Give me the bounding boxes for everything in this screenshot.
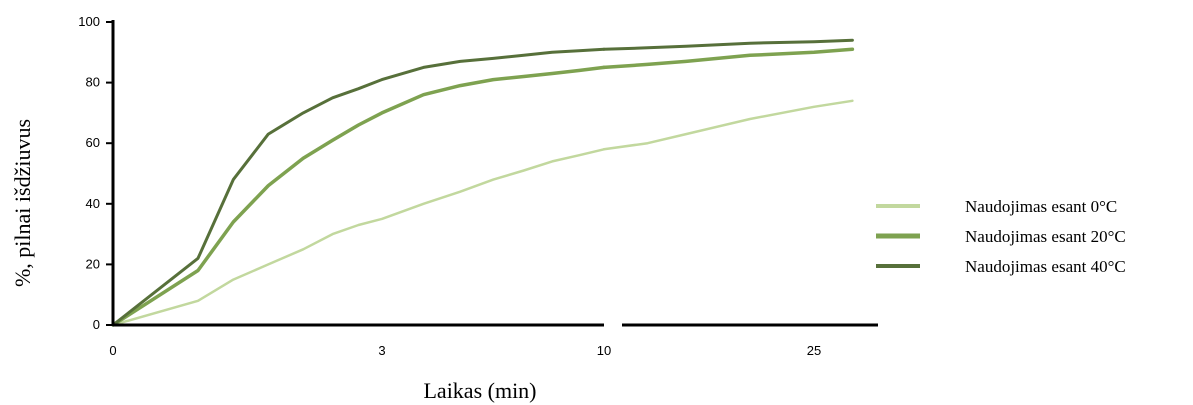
axes [106,20,878,327]
legend-label-1: Naudojimas esant 0°C [965,197,1117,216]
series-1-line-b [602,99,854,151]
series-3-line-a [111,47,606,327]
y-tick-label-60: 60 [86,135,100,150]
x-tick-label-0: 0 [109,343,116,358]
legend-label-3: Naudojimas esant 40°C [965,257,1126,276]
y-axis-title: %, pilnai išdžiuvus [10,119,35,287]
x-tick-label-10: 10 [597,343,611,358]
legend-label-2: Naudojimas esant 20°C [965,227,1126,246]
y-tick-label-100: 100 [78,14,100,29]
x-tick-label-3: 3 [378,343,385,358]
x-tick-label-25: 25 [807,343,821,358]
y-tick-label-80: 80 [86,75,100,90]
series-2-line-a [111,65,606,327]
x-axis-title: Laikas (min) [423,378,536,403]
series-2-line-b [602,47,855,70]
series-3-line-b [602,38,854,51]
tick-labels: 0 20 40 60 80 100 0 3 10 25 [78,14,821,358]
legend: Naudojimas esant 0°C Naudojimas esant 20°… [876,197,1126,276]
y-tick-label-0: 0 [93,317,100,332]
plot-area [111,38,855,327]
series-1-line-a [111,148,606,327]
y-tick-label-40: 40 [86,196,100,211]
y-tick-label-20: 20 [86,256,100,271]
